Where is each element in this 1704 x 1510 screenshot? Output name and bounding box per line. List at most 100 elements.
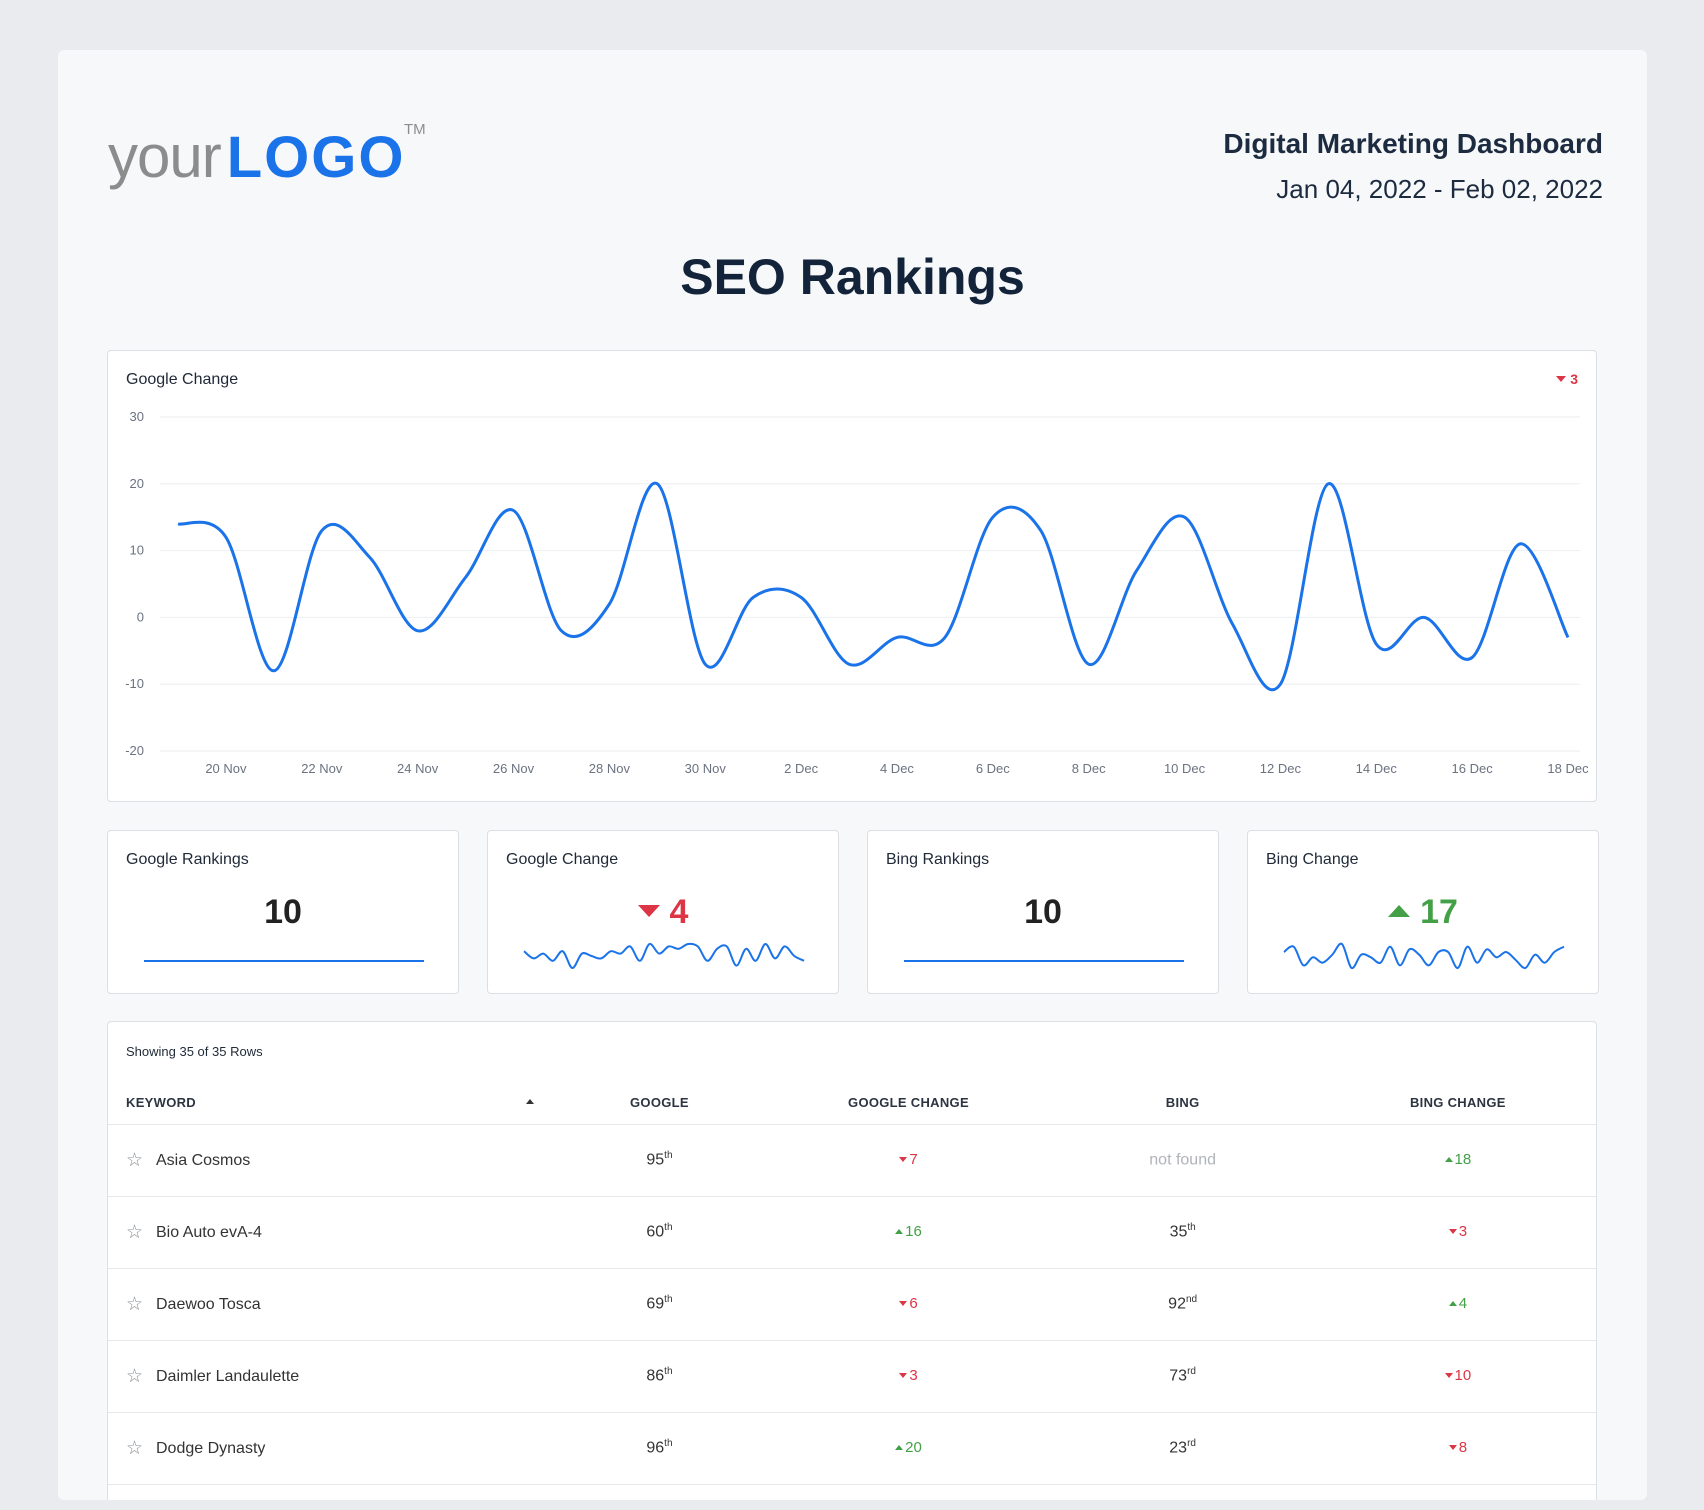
column-header-google-change[interactable]: GOOGLE CHANGE <box>848 1095 969 1111</box>
rank-suffix: th <box>664 1366 673 1378</box>
change-value: 3 <box>1458 1223 1468 1240</box>
data-point[interactable] <box>603 598 615 610</box>
google-change-chart-panel: Google Change 3 30 20 10 0 -10 -20 20 Nov 22 No… <box>107 350 1597 802</box>
column-header-bing-change[interactable]: BING CHANGE <box>1409 1095 1506 1111</box>
x-tick-label: 24 Nov <box>397 761 439 776</box>
cell-keyword: ☆ Bio Auto evA-4 <box>108 1195 548 1268</box>
data-point[interactable] <box>1179 511 1191 523</box>
data-point[interactable] <box>1466 651 1478 663</box>
kpi-bing-change: Bing Change 17 <box>1247 830 1599 994</box>
rank-suffix: th <box>664 1438 673 1450</box>
cell-bing: 73rd <box>1045 1339 1320 1412</box>
rank-value: 23 <box>1169 1439 1188 1457</box>
data-point[interactable] <box>699 658 711 670</box>
data-point[interactable] <box>1514 538 1526 550</box>
x-tick-label: 2 Dec <box>784 761 818 776</box>
down-arrow-icon <box>1448 1445 1457 1450</box>
column-header-keyword[interactable]: KEYWORD <box>108 1082 547 1124</box>
data-point[interactable] <box>412 625 424 637</box>
sort-asc-icon[interactable] <box>526 1099 534 1104</box>
data-point[interactable] <box>1083 658 1095 670</box>
data-point[interactable] <box>508 505 520 517</box>
data-point[interactable] <box>1274 678 1286 690</box>
chart-delta-value: 3 <box>1570 371 1578 387</box>
change-value: 10 <box>1454 1367 1472 1384</box>
data-point[interactable] <box>891 631 903 643</box>
data-point[interactable] <box>364 551 376 563</box>
cell-bing-change: 4 <box>1319 1267 1596 1340</box>
rank-suffix: th <box>664 1222 673 1234</box>
kpi-value-number: 17 <box>1420 893 1458 931</box>
cell-google-change <box>771 1483 1046 1500</box>
rank-value: 96 <box>646 1439 665 1457</box>
data-point[interactable] <box>1370 638 1382 650</box>
table-row[interactable] <box>108 1483 1596 1500</box>
data-point[interactable] <box>1035 525 1047 537</box>
column-header-google[interactable]: GOOGLE <box>630 1095 689 1111</box>
data-point[interactable] <box>1226 618 1238 630</box>
report-title: Digital Marketing Dashboard <box>1223 128 1603 159</box>
cell-google: 69th <box>547 1267 772 1340</box>
data-point[interactable] <box>795 591 807 603</box>
data-point[interactable] <box>316 525 328 537</box>
table-row[interactable]: ☆ Asia Cosmos 95th 7 not found 18 <box>108 1123 1596 1196</box>
cell-keyword <box>108 1483 548 1500</box>
keyword-text: Daewoo Tosca <box>156 1295 261 1313</box>
star-icon[interactable]: ☆ <box>126 1221 144 1243</box>
data-point[interactable] <box>651 478 663 490</box>
date-range: Jan 04, 2022 - Feb 02, 2022 <box>1276 174 1603 204</box>
cell-google-change: 16 <box>771 1195 1046 1268</box>
keyword-text: Bio Auto evA-4 <box>156 1223 262 1241</box>
column-header-bing[interactable]: BING <box>1165 1095 1200 1111</box>
cell-bing-change: 8 <box>1319 1411 1596 1484</box>
cell-bing-change: 3 <box>1319 1195 1596 1268</box>
kpi-google-change: Google Change 4 <box>487 830 839 994</box>
data-point[interactable] <box>747 591 759 603</box>
kpi-title: Bing Rankings <box>886 851 990 868</box>
kpi-value: 10 <box>1024 893 1062 931</box>
x-tick-label: 18 Dec <box>1547 761 1589 776</box>
data-point[interactable] <box>843 658 855 670</box>
kpi-sparkline <box>143 960 424 962</box>
down-arrow-icon <box>1448 1229 1457 1234</box>
rank-value: not found <box>1149 1151 1216 1169</box>
star-icon[interactable]: ☆ <box>126 1437 144 1459</box>
data-point[interactable] <box>1322 478 1334 490</box>
cell-bing <box>1045 1483 1320 1500</box>
data-point[interactable] <box>268 665 280 677</box>
data-point[interactable] <box>172 518 184 530</box>
series-line[interactable] <box>177 481 1570 692</box>
sparkline-path <box>1283 942 1565 970</box>
cell-bing-change: 18 <box>1319 1123 1596 1196</box>
change-value: 3 <box>909 1367 918 1384</box>
google-change-line-chart[interactable]: 30 20 10 0 -10 -20 20 Nov 22 Nov 24 Nov 26 Nov 28 … <box>108 351 1596 801</box>
cell-keyword: ☆ Dodge Dynasty <box>108 1411 548 1484</box>
table-row[interactable]: ☆ Bio Auto evA-4 60th 16 35th 3 <box>108 1195 1596 1268</box>
change-value: 16 <box>905 1223 922 1240</box>
data-point[interactable] <box>1418 611 1430 623</box>
company-logo: your LOGO TM <box>108 121 426 192</box>
data-point[interactable] <box>987 511 999 523</box>
data-point[interactable] <box>220 531 232 543</box>
change-value: 7 <box>909 1151 918 1168</box>
data-point[interactable] <box>1131 565 1143 577</box>
keyword-text: Dodge Dynasty <box>156 1439 266 1457</box>
x-tick-label: 6 Dec <box>976 761 1010 776</box>
change-value: 8 <box>1458 1439 1468 1456</box>
rank-value: 95 <box>646 1151 665 1169</box>
cell-google <box>547 1483 772 1500</box>
kpi-title: Bing Change <box>1266 851 1359 868</box>
table-row[interactable]: ☆ Daimler Landaulette 86th 3 73rd 10 <box>108 1339 1596 1412</box>
rank-suffix: nd <box>1185 1294 1198 1306</box>
table-row[interactable]: ☆ Dodge Dynasty 96th 20 23rd 8 <box>108 1411 1596 1484</box>
data-point[interactable] <box>460 571 472 583</box>
star-icon[interactable]: ☆ <box>126 1293 144 1315</box>
data-point[interactable] <box>555 625 567 637</box>
star-icon[interactable]: ☆ <box>126 1365 144 1387</box>
cell-bing: 35th <box>1045 1195 1320 1268</box>
table-row[interactable]: ☆ Daewoo Tosca 69th 6 92nd 4 <box>108 1267 1596 1340</box>
star-icon[interactable]: ☆ <box>126 1149 144 1171</box>
data-point[interactable] <box>1562 631 1574 643</box>
x-tick-label: 4 Dec <box>880 761 914 776</box>
data-point[interactable] <box>939 631 951 643</box>
